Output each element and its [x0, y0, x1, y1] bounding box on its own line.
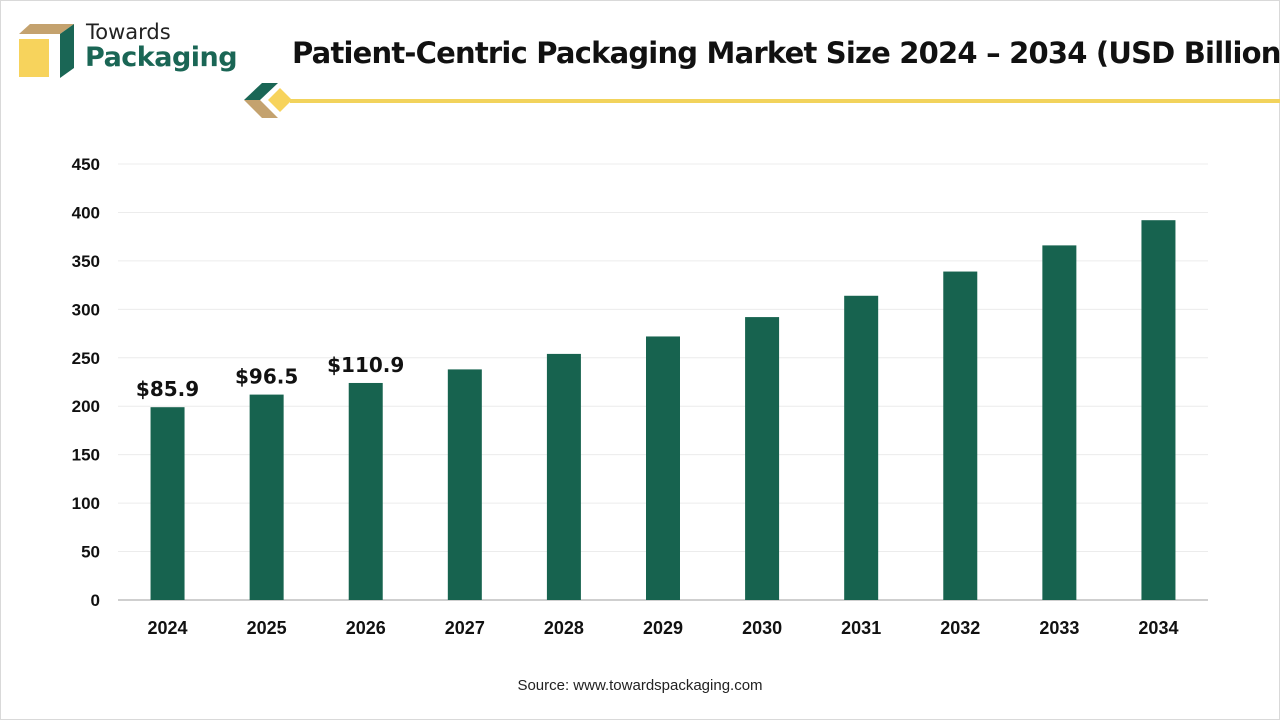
x-tick-label: 2025 — [247, 618, 287, 638]
bar-2032 — [943, 271, 978, 600]
x-tick-label: 2027 — [445, 618, 485, 638]
source-note: Source: www.towardspackaging.com — [517, 677, 763, 694]
x-tick-label: 2029 — [643, 618, 683, 638]
y-tick-label: 300 — [72, 300, 100, 319]
bar-2031 — [844, 295, 879, 600]
bar-2026 — [348, 382, 383, 600]
bar-2028 — [546, 353, 581, 600]
y-tick-label: 400 — [72, 203, 100, 222]
bar-2024 — [150, 407, 185, 600]
y-tick-label: 250 — [72, 349, 100, 368]
data-label: $96.5 — [235, 365, 298, 389]
bar-2025 — [249, 394, 284, 600]
x-tick-label: 2033 — [1039, 618, 1079, 638]
bar-2033 — [1042, 245, 1077, 601]
brand-line1: Towards — [86, 20, 171, 44]
bar-2029 — [646, 336, 680, 600]
bar-2027 — [447, 369, 482, 600]
x-tick-label: 2032 — [940, 618, 980, 638]
x-tick-label: 2034 — [1138, 618, 1178, 638]
data-label: $110.9 — [327, 353, 404, 377]
title-underline-decoration — [244, 83, 1280, 118]
chart-title: Patient-Centric Packaging Market Size 20… — [292, 36, 1280, 70]
y-tick-label: 350 — [72, 252, 100, 271]
brand-line2: Packaging — [85, 42, 238, 73]
towards-packaging-logo — [19, 24, 74, 78]
x-tick-label: 2030 — [742, 618, 782, 638]
y-tick-label: 150 — [72, 446, 100, 465]
bar-2030 — [745, 317, 780, 600]
bar-2034 — [1141, 220, 1176, 600]
y-tick-label: 200 — [72, 397, 100, 416]
x-tick-label: 2026 — [346, 618, 386, 638]
x-tick-label: 2024 — [148, 618, 188, 638]
x-tick-label: 2028 — [544, 618, 584, 638]
y-tick-label: 50 — [81, 543, 100, 562]
y-tick-label: 450 — [72, 155, 100, 174]
y-tick-label: 0 — [91, 591, 100, 610]
x-tick-label: 2031 — [841, 618, 881, 638]
y-tick-label: 100 — [72, 494, 100, 513]
data-label: $85.9 — [136, 377, 199, 401]
